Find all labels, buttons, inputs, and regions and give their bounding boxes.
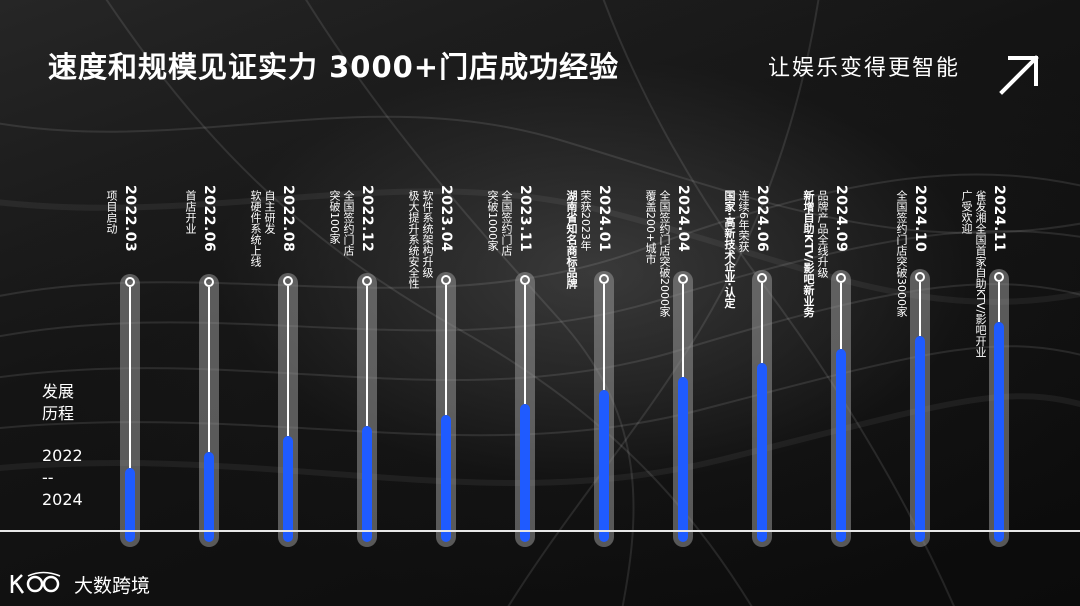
timeline-baseline <box>0 530 1080 532</box>
milestone-date: 2023.11 <box>517 185 533 253</box>
logo-icon <box>10 571 61 594</box>
milestone-knob <box>757 273 767 283</box>
side-label: 发展 历程 <box>42 381 74 425</box>
milestone-description: 首店开业 <box>184 190 197 234</box>
page-title: 速度和规模见证实力 3000+门店成功经验 <box>48 50 620 84</box>
milestone-progress-fill <box>915 336 925 542</box>
milestone-progress-fill <box>441 415 451 542</box>
milestone-knob <box>125 277 135 287</box>
milestone-date: 2022.08 <box>280 185 296 253</box>
milestone-date: 2024.01 <box>596 185 612 253</box>
milestone-stem <box>998 281 1000 322</box>
milestone-bar <box>436 272 456 547</box>
side-range-line: -- <box>42 468 54 487</box>
milestone-date: 2024.11 <box>991 185 1007 253</box>
milestone-bar <box>515 271 535 547</box>
milestone-stem <box>287 286 289 436</box>
milestone-description: 突破100家 <box>328 190 341 244</box>
milestone-bar <box>278 273 298 547</box>
milestone-knob <box>915 272 925 282</box>
milestone-knob <box>994 271 1004 282</box>
milestone-description: 全国签约门店突破2000家 <box>658 190 671 317</box>
milestone-knob <box>678 273 688 284</box>
milestone-date: 2024.09 <box>833 185 849 253</box>
milestone-bar <box>673 270 693 547</box>
milestone-knob <box>204 276 214 287</box>
milestone-progress-fill <box>599 390 609 542</box>
milestone-description: 国家·高新技术企业·认定 <box>723 190 736 309</box>
milestone-description: 雀发湘全国首家自助KTV/影吧开业 <box>974 190 987 358</box>
logo: 大数跨境 <box>8 570 150 598</box>
milestone-description: 湖南省知名商标品牌 <box>565 190 578 289</box>
milestone-date: 2024.10 <box>912 185 928 253</box>
milestone-stem <box>208 286 210 452</box>
milestone-date: 2022.12 <box>359 185 375 253</box>
milestone-description: 连续6年荣获 <box>737 190 750 252</box>
milestone-stem <box>445 285 447 415</box>
milestone-stem <box>682 283 684 377</box>
milestone-progress-fill <box>125 468 135 542</box>
milestone-bar <box>910 269 930 547</box>
milestone-progress-fill <box>757 363 767 542</box>
milestone-stem <box>761 283 763 363</box>
milestone-knob <box>520 274 530 285</box>
milestone-date: 2022.06 <box>201 185 217 253</box>
milestone-description: 极大提升系统安全性 <box>407 190 420 289</box>
milestone-progress-fill <box>204 452 214 542</box>
milestone-stem <box>129 287 131 468</box>
side-label-line: 历程 <box>42 404 75 423</box>
slogan: 让娱乐变得更智能 <box>768 56 961 81</box>
milestone-progress-fill <box>994 322 1004 542</box>
milestone-description: 新增自助KTV/影吧新业务 <box>802 190 815 318</box>
milestone-progress-fill <box>678 377 688 542</box>
milestone-description: 覆盖200+城市 <box>644 190 657 265</box>
milestone-description: 荣获2023年 <box>579 190 592 251</box>
milestone-description: 全国签约门店 <box>342 190 355 256</box>
milestone-description: 软硬件系统上线 <box>249 190 262 267</box>
milestone-progress-fill <box>283 436 293 542</box>
milestone-knob <box>599 274 609 284</box>
milestone-bar <box>831 269 851 547</box>
side-range-line: 2022 <box>42 446 83 465</box>
milestone-description: 软件系统架构升级 <box>421 190 434 278</box>
side-range: 2022 -- 2024 <box>42 445 83 511</box>
milestone-date: 2024.04 <box>675 185 691 253</box>
milestone-description: 项目启动 <box>105 190 118 234</box>
milestone-bar <box>594 271 614 547</box>
milestone-description: 品牌产品全线升级 <box>816 190 829 278</box>
side-label-line: 发展 <box>42 382 75 401</box>
milestone-description: 广受欢迎 <box>960 190 973 234</box>
milestone-date: 2022.03 <box>122 185 138 253</box>
milestone-stem <box>366 285 368 426</box>
milestone-knob <box>441 275 451 285</box>
milestone-stem <box>603 284 605 390</box>
milestone-stem <box>524 284 526 404</box>
milestone-progress-fill <box>520 404 530 542</box>
milestone-knob <box>283 276 293 286</box>
milestone-bar <box>989 268 1009 547</box>
milestone-description: 突破1000家 <box>486 190 499 251</box>
milestone-bar <box>752 270 772 547</box>
milestone-date: 2024.06 <box>754 185 770 253</box>
milestone-description: 全国签约门店 <box>500 190 513 256</box>
milestone-bar <box>357 272 377 547</box>
milestone-knob <box>362 275 372 286</box>
milestone-progress-fill <box>362 426 372 542</box>
arrow-up-right-icon <box>999 55 1039 95</box>
milestone-stem <box>919 282 921 336</box>
milestone-bar <box>120 274 140 547</box>
milestone-progress-fill <box>836 349 846 542</box>
milestone-date: 2023.04 <box>438 185 454 253</box>
milestone-knob <box>836 272 846 283</box>
milestone-bar <box>199 273 219 547</box>
milestone-stem <box>840 282 842 349</box>
side-range-line: 2024 <box>42 490 83 509</box>
logo-text: 大数跨境 <box>74 574 151 597</box>
milestone-description: 全国签约门店突破3000家 <box>895 190 908 317</box>
milestone-description: 自主研发 <box>263 190 276 234</box>
